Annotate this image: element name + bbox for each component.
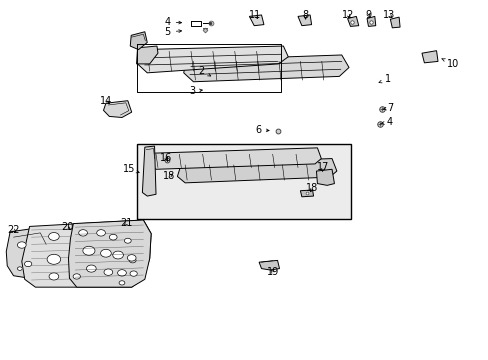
Circle shape: [86, 265, 96, 272]
Circle shape: [97, 230, 105, 236]
Text: 15: 15: [122, 163, 139, 174]
Text: 4: 4: [164, 17, 181, 27]
Polygon shape: [366, 17, 375, 26]
Polygon shape: [22, 220, 151, 287]
Text: 5: 5: [164, 27, 181, 37]
Text: 11: 11: [248, 10, 261, 20]
Polygon shape: [177, 158, 336, 183]
Circle shape: [119, 281, 124, 285]
Circle shape: [18, 267, 22, 270]
Text: 22: 22: [7, 225, 20, 235]
Text: 9: 9: [365, 10, 371, 20]
Circle shape: [117, 270, 126, 276]
Polygon shape: [6, 227, 50, 278]
Polygon shape: [249, 15, 264, 26]
Circle shape: [24, 261, 32, 267]
Polygon shape: [149, 148, 321, 169]
Text: 6: 6: [255, 125, 268, 135]
Polygon shape: [130, 32, 147, 50]
Text: 19: 19: [266, 267, 278, 277]
Circle shape: [18, 242, 26, 248]
Polygon shape: [297, 15, 311, 26]
Circle shape: [129, 258, 136, 263]
Circle shape: [49, 273, 59, 280]
Text: 18: 18: [306, 183, 318, 193]
Text: 3: 3: [188, 86, 202, 96]
Polygon shape: [300, 190, 313, 197]
Polygon shape: [316, 169, 334, 185]
Text: 4: 4: [380, 117, 392, 127]
Polygon shape: [142, 146, 156, 196]
Circle shape: [127, 255, 136, 261]
Circle shape: [47, 254, 61, 264]
Polygon shape: [103, 101, 131, 117]
Circle shape: [113, 251, 123, 259]
Polygon shape: [421, 51, 437, 63]
Polygon shape: [136, 46, 158, 64]
Polygon shape: [347, 17, 358, 26]
Text: 17: 17: [316, 162, 329, 172]
Text: 20: 20: [61, 222, 73, 232]
Text: 13: 13: [383, 10, 395, 20]
Circle shape: [73, 274, 80, 279]
Circle shape: [130, 271, 137, 276]
Circle shape: [79, 230, 87, 236]
Text: 8: 8: [302, 10, 308, 20]
Polygon shape: [183, 55, 348, 82]
Text: 2: 2: [198, 66, 210, 76]
Text: 12: 12: [341, 10, 353, 20]
Circle shape: [48, 233, 59, 240]
Polygon shape: [259, 260, 279, 270]
Circle shape: [82, 246, 95, 255]
Circle shape: [124, 238, 131, 243]
Text: 7: 7: [383, 103, 393, 113]
Polygon shape: [389, 17, 399, 28]
Text: 1: 1: [378, 74, 390, 84]
Polygon shape: [137, 46, 287, 73]
Text: 10: 10: [441, 59, 459, 69]
Text: 21: 21: [121, 218, 133, 228]
Circle shape: [104, 269, 113, 275]
Bar: [136, 144, 351, 219]
Polygon shape: [68, 220, 151, 287]
Text: 16: 16: [159, 153, 171, 163]
Text: 14: 14: [100, 96, 112, 107]
Circle shape: [109, 234, 117, 240]
Text: 18: 18: [163, 171, 175, 181]
Circle shape: [101, 249, 111, 257]
